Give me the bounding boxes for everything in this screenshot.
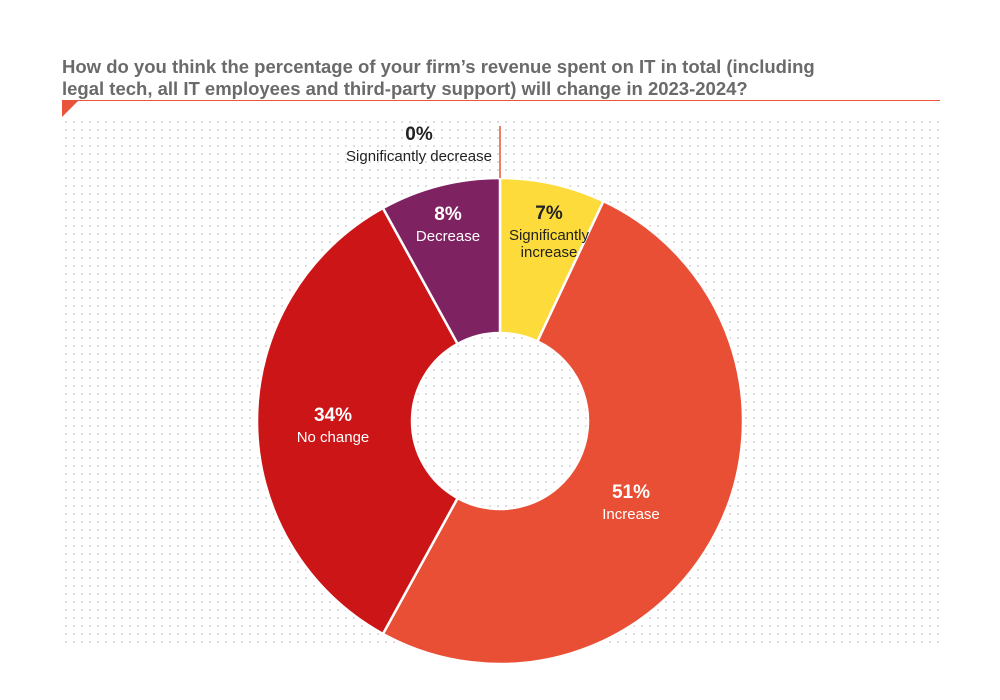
- data-label-pct-increase: 51%: [612, 482, 650, 503]
- corner-triangle-icon: [62, 101, 78, 117]
- data-label-pct-decrease: 8%: [434, 204, 462, 225]
- data-label-name-significantly-decrease: Significantly decrease: [346, 148, 492, 165]
- chart-title-line-1: How do you think the percentage of your …: [62, 56, 815, 77]
- chart-title: How do you think the percentage of your …: [62, 56, 922, 100]
- slice-increase: [381, 199, 745, 666]
- data-label-name-increase: Increase: [602, 506, 660, 523]
- data-label-pct-significantly-increase: 7%: [535, 203, 563, 224]
- data-label-pct-no-change: 34%: [314, 405, 352, 426]
- data-label-name-decrease: Decrease: [416, 228, 480, 245]
- slice-decrease: [381, 176, 502, 346]
- data-label-pct-significantly-decrease: 0%: [405, 124, 433, 145]
- data-label-name-significantly-increase-2: increase: [521, 244, 578, 261]
- chart-title-line-2: legal tech, all IT employees and third-p…: [62, 78, 748, 99]
- slice-no-change: [255, 206, 459, 636]
- data-label-name-significantly-increase-1: Significantly: [509, 227, 590, 244]
- title-rule: [62, 100, 940, 101]
- data-label-name-no-change: No change: [297, 429, 370, 446]
